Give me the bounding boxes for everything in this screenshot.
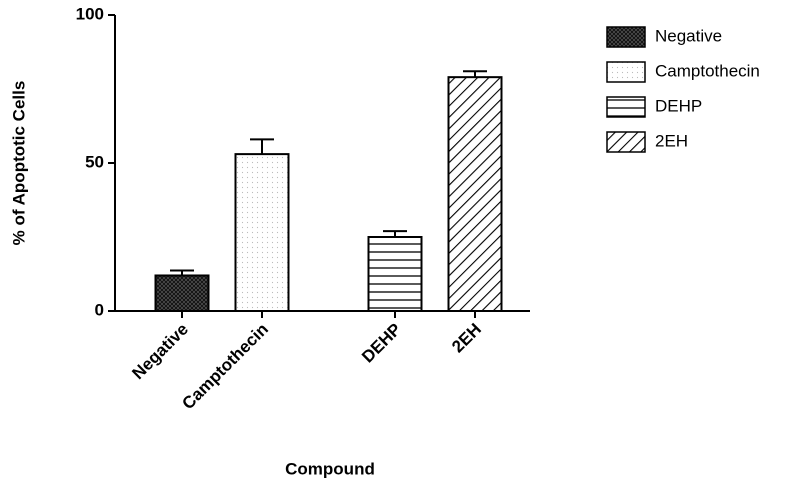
legend-swatch — [606, 26, 646, 48]
bar — [367, 236, 423, 312]
x-axis-label: Compound — [285, 459, 375, 478]
legend-label: Negative — [655, 26, 722, 45]
y-axis-label: % of Apoptotic Cells — [9, 81, 28, 246]
y-tick-label: 50 — [85, 152, 104, 171]
bar — [154, 274, 210, 313]
x-tick-label: DEHP — [358, 320, 405, 367]
x-tick-label: Negative — [128, 320, 192, 384]
legend-swatch — [606, 131, 646, 153]
x-tick-label: Camptothecin — [178, 320, 272, 414]
legend-label: Camptothecin — [655, 61, 760, 80]
bar — [447, 76, 503, 312]
legend-label: 2EH — [655, 131, 688, 150]
y-tick-label: 100 — [76, 4, 104, 23]
legend-swatch — [606, 96, 646, 118]
legend-label: DEHP — [655, 96, 702, 115]
legend-swatch — [606, 61, 646, 83]
bar — [234, 153, 290, 312]
x-tick-label: 2EH — [448, 320, 485, 357]
y-tick-label: 0 — [95, 300, 104, 319]
